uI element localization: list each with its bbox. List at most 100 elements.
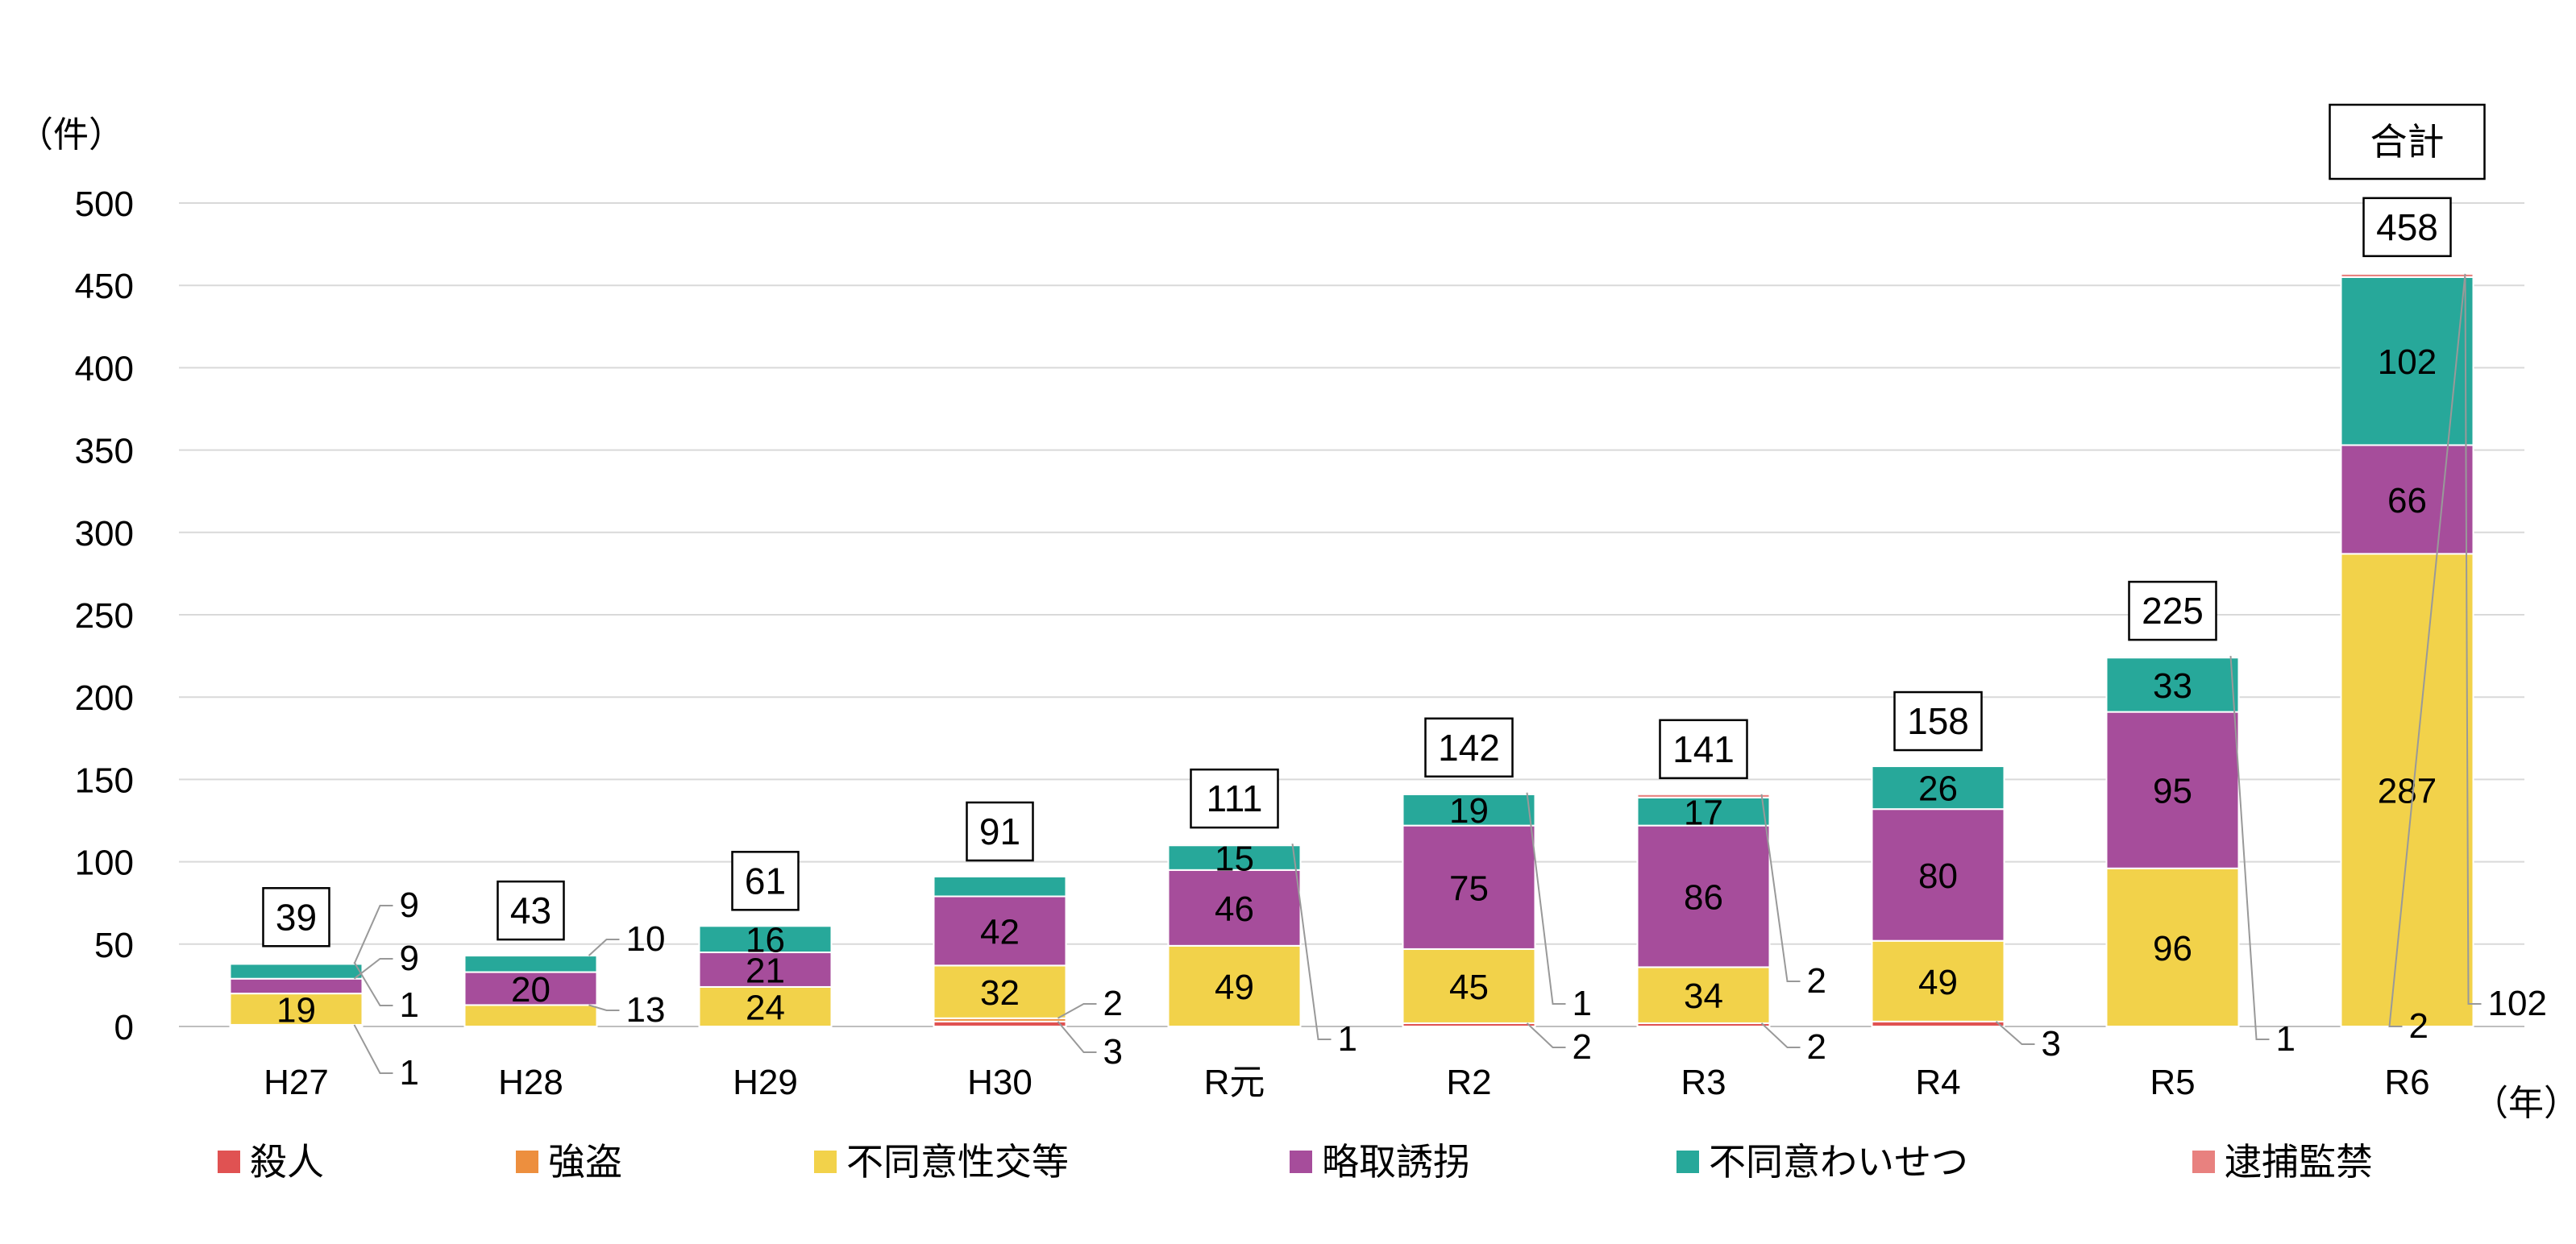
total-box (2362, 197, 2452, 258)
leader-line (353, 1024, 393, 1074)
legend-swatch (814, 1151, 837, 1173)
total-box (1659, 719, 1748, 780)
bar-segment (2105, 711, 2240, 869)
bar-value-label: 96 (2153, 929, 2192, 968)
bar-value-label: 32 (980, 973, 1020, 1013)
bar-value-label: 15 (1215, 839, 1254, 878)
bar-segment (2340, 553, 2474, 1027)
bar-value-label: 34 (1684, 977, 1723, 1016)
leader-line (1760, 794, 1801, 982)
x-tick-label: R5 (2150, 1063, 2195, 1102)
y-tick-label: 200 (75, 678, 134, 718)
bar-value-label: 33 (2153, 666, 2192, 706)
bar-value-label: 75 (1449, 869, 1489, 908)
y-tick-label: 400 (75, 349, 134, 388)
bar-value-label: 2 (2409, 1006, 2429, 1046)
bar-value-label: 24 (746, 988, 785, 1027)
x-tick-label: R元 (1204, 1063, 1265, 1102)
legend-label: 略取誘拐 (1322, 1141, 1470, 1183)
bar-segment (2105, 657, 2240, 713)
bar-value-label: 21 (746, 951, 785, 990)
total-box (1424, 717, 1514, 778)
x-tick-label: H29 (733, 1063, 798, 1102)
leader-line (1526, 1022, 1566, 1048)
bar-value-label: 1 (400, 1053, 419, 1093)
x-tick-label: R4 (1915, 1063, 1960, 1102)
leader-line (1057, 1003, 1097, 1019)
bar-segment (2340, 272, 2474, 278)
bar-segment (463, 955, 598, 973)
x-tick-label: H27 (264, 1063, 329, 1102)
bar-segment (2340, 444, 2474, 555)
bar-value-label: 19 (1449, 791, 1489, 831)
bar-value-label: 19 (276, 991, 316, 1030)
gridlines (179, 202, 2524, 1027)
legend-swatch (2192, 1151, 2215, 1173)
total-box (262, 887, 330, 948)
total-label: 61 (745, 860, 786, 902)
bar-segment (698, 925, 833, 954)
bar-value-label: 2 (1573, 1027, 1592, 1067)
total-label: 141 (1672, 728, 1735, 770)
y-tick-label: 500 (75, 185, 134, 224)
legend-swatch (516, 1151, 538, 1173)
bar-value-label: 45 (1449, 968, 1489, 1007)
legend-label: 逮捕監禁 (2225, 1141, 2373, 1183)
total-box (497, 880, 565, 941)
leader-line (1057, 1021, 1097, 1053)
total-legend-box (2329, 103, 2486, 180)
bar-value-label: 2 (1807, 1027, 1826, 1067)
bar-value-label: 1 (400, 985, 419, 1025)
bar-value-label: 49 (1215, 968, 1254, 1007)
bar-value-label: 1 (1573, 984, 1592, 1023)
leader-line (353, 961, 393, 1006)
bar-segment (698, 985, 833, 1027)
y-tick-label: 100 (75, 844, 134, 883)
leader-line (1995, 1021, 2035, 1045)
leader-line (588, 1004, 620, 1011)
bar-segment (1636, 824, 1771, 968)
bar-value-label: 9 (400, 885, 419, 925)
bar-value-label: 2 (1807, 961, 1826, 1001)
x-tick-label: R2 (1446, 1063, 1491, 1102)
bar-value-label: 66 (2387, 481, 2427, 520)
legend-swatch (218, 1151, 240, 1173)
bar-segment (698, 952, 833, 988)
leader-line (2464, 276, 2482, 1005)
total-label: 458 (2376, 206, 2438, 248)
total-box (966, 801, 1034, 862)
total-legend-label: 合計 (2370, 121, 2445, 163)
y-tick-label: 350 (75, 432, 134, 471)
total-box (1190, 768, 1279, 829)
x-tick-label: R3 (1681, 1063, 1726, 1102)
bar-segment (1871, 808, 2005, 942)
bar-value-label: 17 (1684, 793, 1723, 832)
bar-value-label: 20 (511, 970, 551, 1010)
y-axis: 0 50 100 150 200 250 300 350 400 450 500 (75, 185, 134, 1047)
bar-segment (1636, 966, 1771, 1024)
bar-value-label: 102 (2488, 984, 2547, 1023)
bar-segment (1871, 765, 2005, 811)
bar-value-label: 13 (626, 990, 666, 1030)
bar-value-label: 95 (2153, 772, 2192, 811)
bar-value-label: 287 (2378, 772, 2437, 811)
total-label: 39 (276, 896, 317, 938)
leader-line (1291, 843, 1332, 1040)
legend-label: 不同意性交等 (846, 1141, 1069, 1183)
bar-value-label: 16 (746, 921, 785, 960)
y-tick-label: 300 (75, 514, 134, 554)
bars (229, 272, 2474, 1028)
total-box (731, 851, 800, 911)
x-tick-label: H30 (967, 1063, 1032, 1102)
total-label: 91 (979, 811, 1020, 852)
leader-line (2229, 656, 2270, 1040)
bar-value-label: 26 (1918, 769, 1958, 809)
y-unit-label: （件） (18, 115, 124, 155)
leader-line (2388, 273, 2466, 1027)
bar-segment (933, 964, 1067, 1019)
bar-value-label: 2 (1103, 984, 1123, 1023)
total-label: 142 (1438, 727, 1500, 769)
legend-label: 強盗 (548, 1141, 622, 1183)
bar-segment (1636, 793, 1771, 798)
